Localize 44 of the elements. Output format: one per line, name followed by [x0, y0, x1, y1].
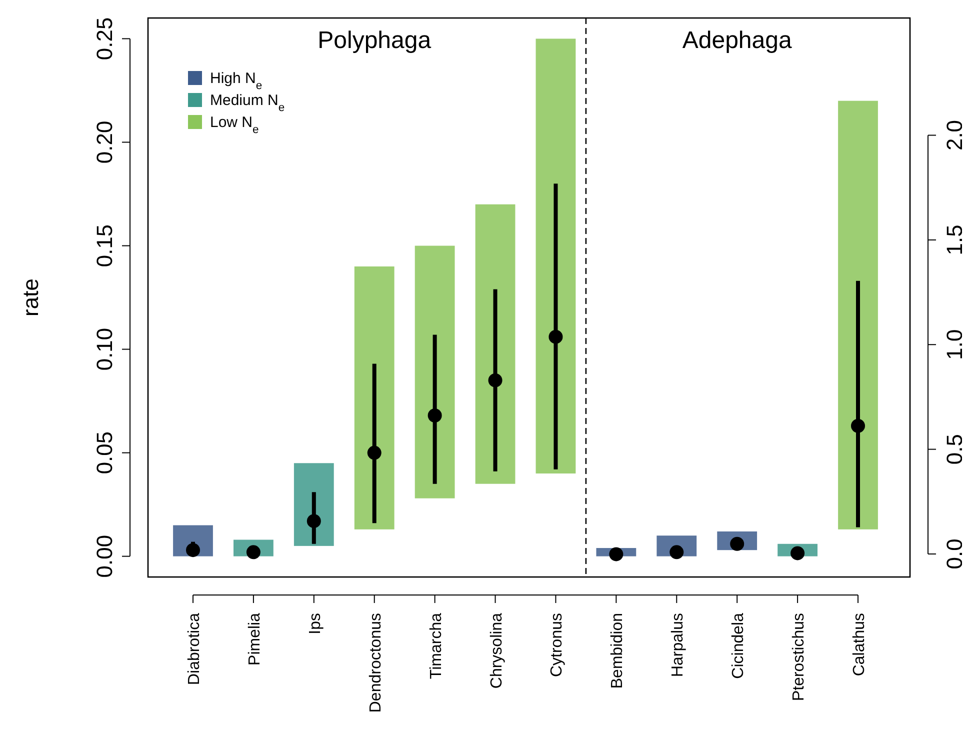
x-tick-label: Dendroctonus: [367, 613, 384, 713]
x-tick-label: Timarcha: [428, 612, 445, 680]
y2-tick-label: 1.5: [942, 224, 967, 256]
legend-label: Medium N$_{e}$: [210, 92, 285, 114]
y-axis-title: rate: [18, 278, 43, 316]
bar: [475, 204, 516, 484]
y-tick-label: 0.00: [92, 534, 117, 578]
y2-tick-label: 2.0: [942, 120, 967, 151]
point: [851, 418, 865, 433]
y2-tick-label: 1.0: [942, 329, 967, 360]
bar: [838, 100, 878, 530]
point: [790, 546, 805, 560]
x-tick-label: Ips: [306, 613, 324, 634]
y-tick-label: 0.05: [92, 431, 117, 474]
y-tick-label: 0.25: [92, 17, 117, 60]
point: [609, 547, 624, 562]
x-tick-label: Calathus: [851, 613, 868, 676]
x-tick-label: Cicindela: [730, 612, 748, 679]
point: [548, 330, 563, 344]
x-tick-label: Harpalus: [670, 613, 687, 678]
x-tick-label: Diabrotica: [186, 612, 203, 686]
legend-label: Low N$_{e}$: [210, 114, 259, 136]
point: [488, 373, 502, 388]
annotation: Polyphaga: [318, 27, 432, 54]
y2-tick-label: 0.5: [942, 434, 967, 465]
y-tick-label: 0.10: [92, 328, 117, 371]
y-tick-label: 0.15: [92, 224, 117, 268]
point: [186, 543, 200, 558]
x-tick-label: Cytronus: [548, 613, 566, 678]
bar: [354, 266, 394, 530]
y2-tick-label: 0.0: [942, 538, 967, 570]
point: [306, 514, 321, 528]
x-tick-label: Chrysolina: [488, 612, 506, 689]
x-tick-label: Pimelia: [246, 612, 264, 666]
bar: [294, 463, 334, 546]
point: [428, 408, 442, 423]
bar: [536, 38, 576, 474]
legend-label: High N$_{e}$: [210, 70, 262, 92]
x-tick-label: Pterostichus: [790, 613, 808, 702]
y-tick-label: 0.20: [92, 120, 117, 164]
point: [367, 446, 382, 460]
annotation: Adephaga: [682, 27, 792, 54]
x-tick-label: Bembidion: [609, 613, 626, 689]
bar: [414, 246, 455, 498]
